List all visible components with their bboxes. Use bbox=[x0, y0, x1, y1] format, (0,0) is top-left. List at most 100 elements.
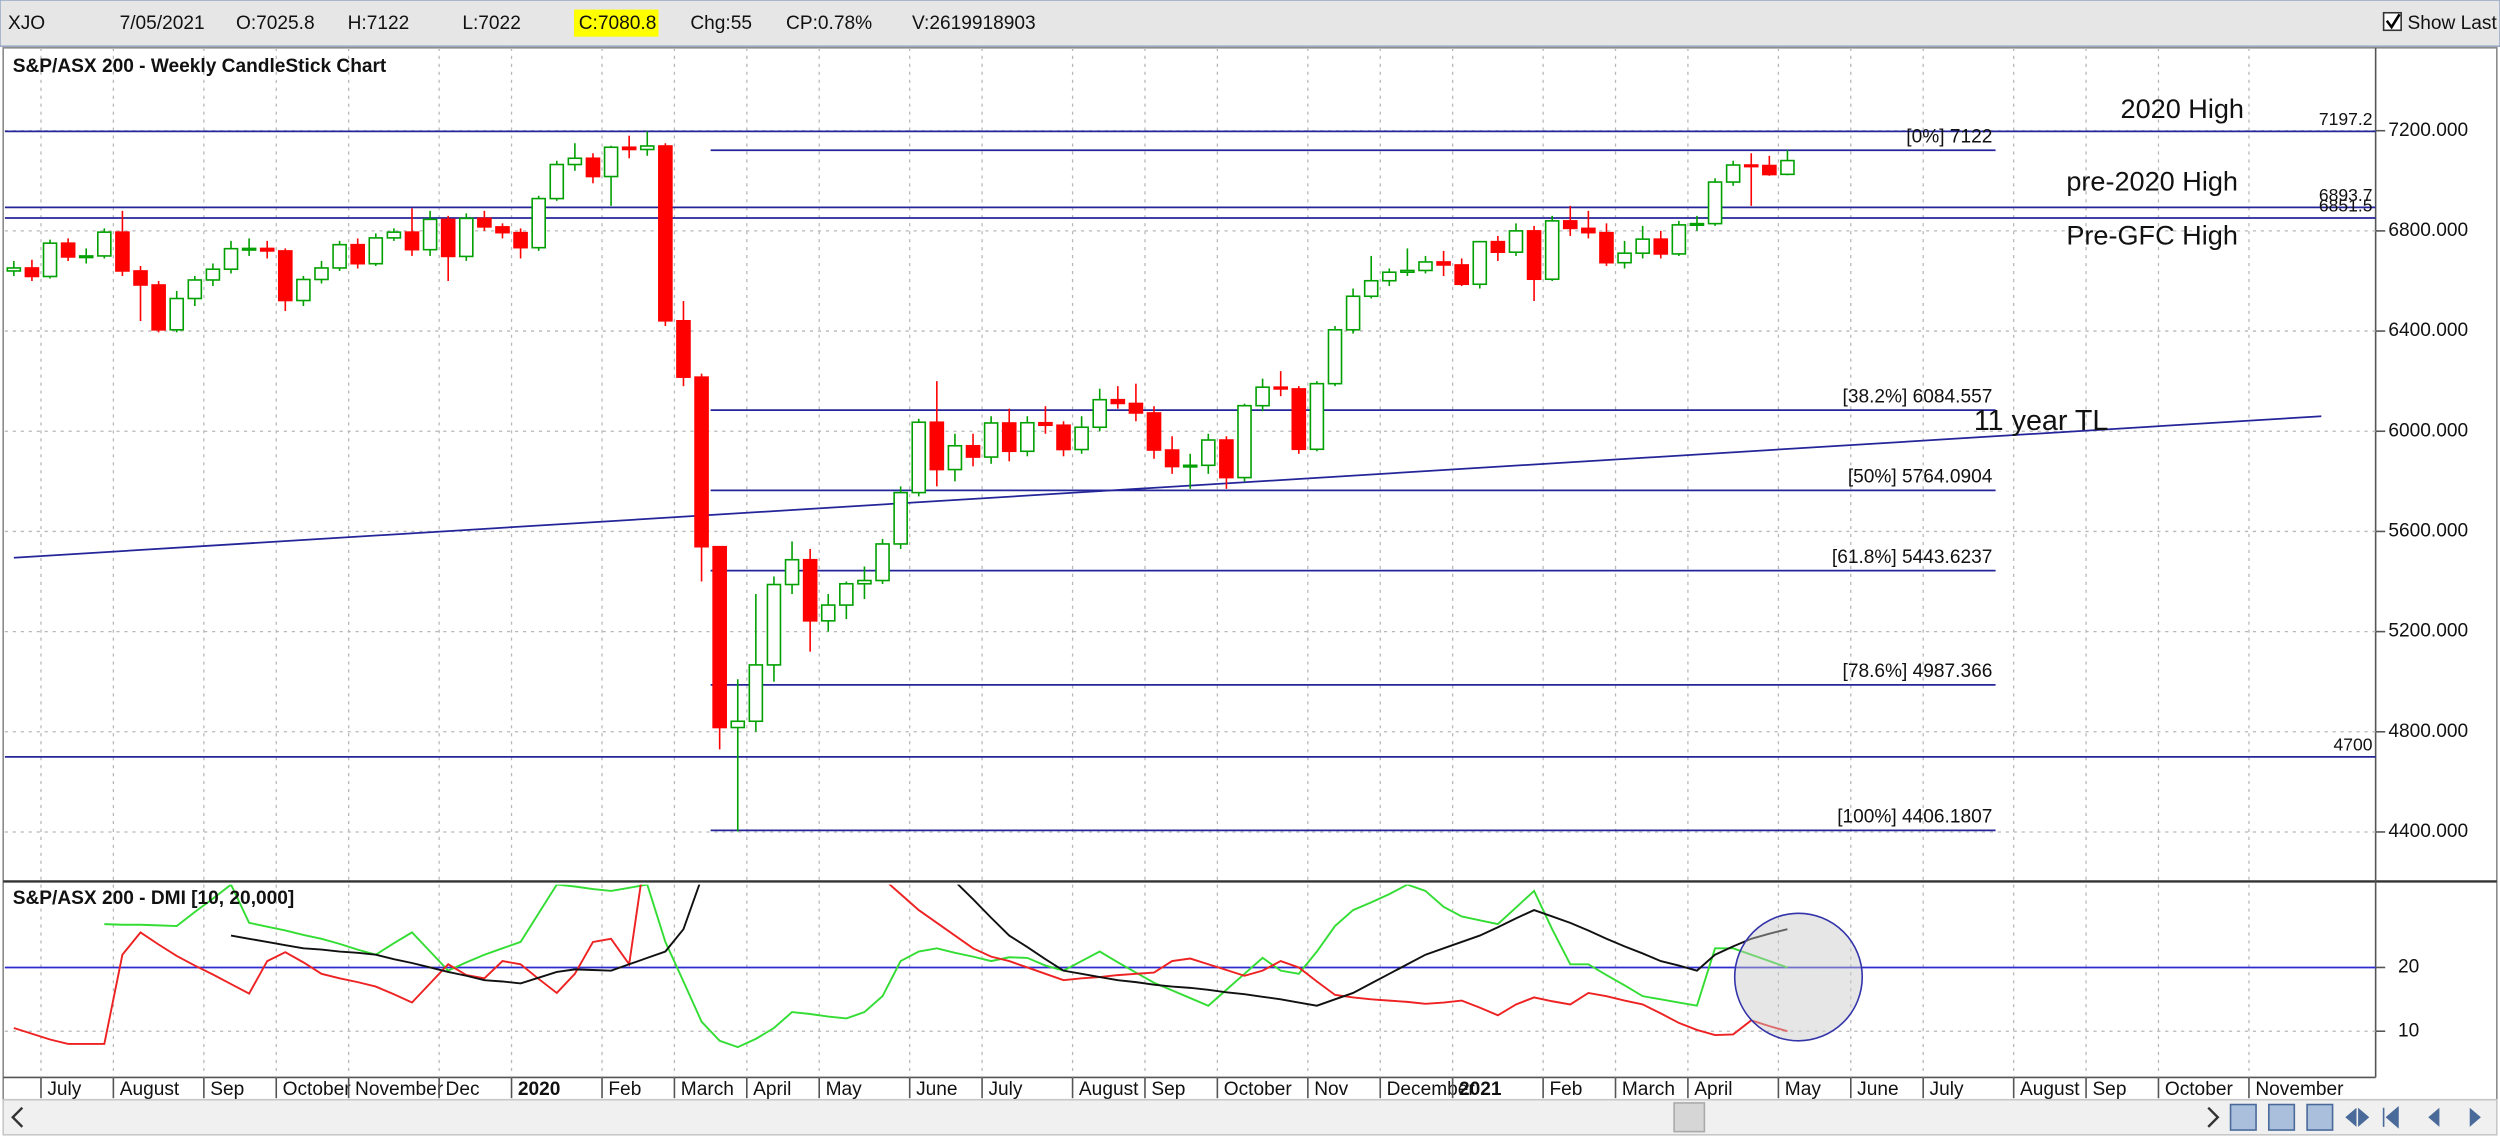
next-button[interactable] bbox=[2469, 1107, 2481, 1127]
x-tick-label: June bbox=[1857, 1079, 1898, 1100]
zoom-out-button[interactable] bbox=[2268, 1103, 2296, 1131]
scroll-thumb[interactable] bbox=[1673, 1102, 1706, 1133]
candle-body bbox=[1128, 402, 1144, 414]
x-tick-label: Nov bbox=[1314, 1079, 1348, 1100]
candle-body bbox=[1182, 464, 1198, 468]
candle-body bbox=[133, 270, 148, 286]
candle-body bbox=[314, 267, 329, 281]
y-tick-label: 6800.000 bbox=[2388, 220, 2468, 241]
scrollbar[interactable] bbox=[2, 1098, 2498, 1136]
candle-body bbox=[277, 250, 293, 302]
symbol: XJO bbox=[8, 13, 45, 34]
candle-body bbox=[1581, 227, 1596, 234]
y-tick-label: 4800.000 bbox=[2388, 721, 2468, 742]
first-button[interactable] bbox=[2382, 1105, 2399, 1129]
trendline bbox=[13, 415, 2322, 559]
x-tick-label: April bbox=[1694, 1079, 1732, 1100]
candle-body bbox=[205, 268, 221, 281]
low: L:7022 bbox=[462, 13, 520, 34]
scroll-left[interactable] bbox=[11, 1106, 24, 1128]
candle-body bbox=[947, 444, 963, 471]
zoom-in-button[interactable] bbox=[2229, 1103, 2257, 1131]
x-tick-label: October bbox=[283, 1079, 352, 1100]
candle-body bbox=[1237, 404, 1252, 479]
candle-body bbox=[332, 243, 347, 269]
candle-body bbox=[549, 163, 565, 200]
y-tick-label: 5600.000 bbox=[2388, 520, 2468, 541]
candle-body bbox=[839, 582, 854, 606]
candle-body bbox=[1562, 220, 1578, 230]
candle-body bbox=[6, 267, 22, 272]
candle-body bbox=[477, 217, 492, 228]
candle-body bbox=[983, 422, 999, 458]
labels-layer: July August Sep October November Dec 2020 Feb Ma… bbox=[40, 93, 2468, 1100]
level-value-label: 4700 bbox=[2333, 734, 2372, 754]
candle-body bbox=[422, 218, 438, 251]
x-tick-label: June bbox=[916, 1079, 957, 1100]
candle-body bbox=[1345, 295, 1361, 331]
x-tick-label: Feb bbox=[608, 1079, 641, 1100]
scroll-right[interactable] bbox=[2207, 1106, 2220, 1128]
candle-body bbox=[60, 242, 76, 258]
candle-body bbox=[458, 217, 474, 258]
candle-body bbox=[169, 297, 185, 331]
candle-body bbox=[1363, 279, 1379, 298]
x-tick-label: March bbox=[1622, 1079, 1675, 1100]
candle-body bbox=[911, 421, 927, 494]
candle-body bbox=[1020, 421, 1035, 453]
x-tick-label: Feb bbox=[1550, 1079, 1583, 1100]
change: Chg:55 bbox=[690, 13, 752, 34]
candle-body bbox=[259, 247, 275, 252]
fib-label: [38.2%] 6084.557 bbox=[1843, 386, 1993, 407]
y-tick-label: 6000.000 bbox=[2388, 420, 2468, 441]
candle-body bbox=[350, 243, 366, 265]
price-plot bbox=[4, 130, 2376, 832]
candle-body bbox=[1038, 421, 1053, 427]
candle-body bbox=[1508, 230, 1524, 253]
x-tick-label: Dec bbox=[446, 1079, 480, 1100]
open: O:7025.8 bbox=[236, 13, 315, 34]
close-highlight bbox=[573, 9, 659, 37]
high: H:7122 bbox=[348, 13, 410, 34]
x-tick-label: July bbox=[988, 1079, 1022, 1100]
candle-body bbox=[820, 604, 836, 622]
candle-body bbox=[730, 720, 746, 729]
y-tick-label: 20 bbox=[2398, 957, 2419, 978]
show-last-label[interactable]: Show Last bbox=[2408, 13, 2498, 34]
fib-label: [100%] 4406.1807 bbox=[1837, 807, 1992, 828]
candle-body bbox=[658, 145, 673, 322]
level-value-label: 6893.7 bbox=[2319, 185, 2373, 205]
candle-body bbox=[368, 237, 384, 265]
candle-body bbox=[1653, 238, 1669, 255]
dmi-line bbox=[13, 884, 1788, 1045]
candle-body bbox=[78, 255, 94, 259]
expand-button[interactable] bbox=[2345, 1107, 2370, 1127]
candle-body bbox=[1146, 412, 1162, 451]
x-tick-label: May bbox=[1785, 1079, 1822, 1100]
x-tick-label: Sep bbox=[1151, 1079, 1185, 1100]
fit-button[interactable] bbox=[2306, 1103, 2334, 1131]
candle-body bbox=[1164, 449, 1180, 468]
candle-body bbox=[1200, 439, 1216, 467]
candle-body bbox=[404, 231, 420, 251]
candle-body bbox=[24, 267, 40, 278]
candle-body bbox=[495, 226, 510, 234]
candle-body bbox=[1056, 424, 1071, 451]
prev-button[interactable] bbox=[2428, 1107, 2440, 1127]
checkmark bbox=[2385, 13, 2401, 30]
x-tick-label: Sep bbox=[2092, 1079, 2126, 1100]
x-tick-label: 2020 bbox=[518, 1079, 561, 1100]
x-tick-label: May bbox=[826, 1079, 863, 1100]
candle-body bbox=[1490, 240, 1506, 253]
candle-body bbox=[1689, 222, 1705, 227]
candle-body bbox=[1436, 261, 1451, 266]
toolbar bbox=[0, 0, 2500, 48]
candle-body bbox=[1219, 439, 1234, 479]
candle-body bbox=[748, 664, 764, 723]
candle-body bbox=[676, 320, 691, 378]
candle-body bbox=[1725, 164, 1741, 183]
candle-body bbox=[893, 491, 908, 545]
